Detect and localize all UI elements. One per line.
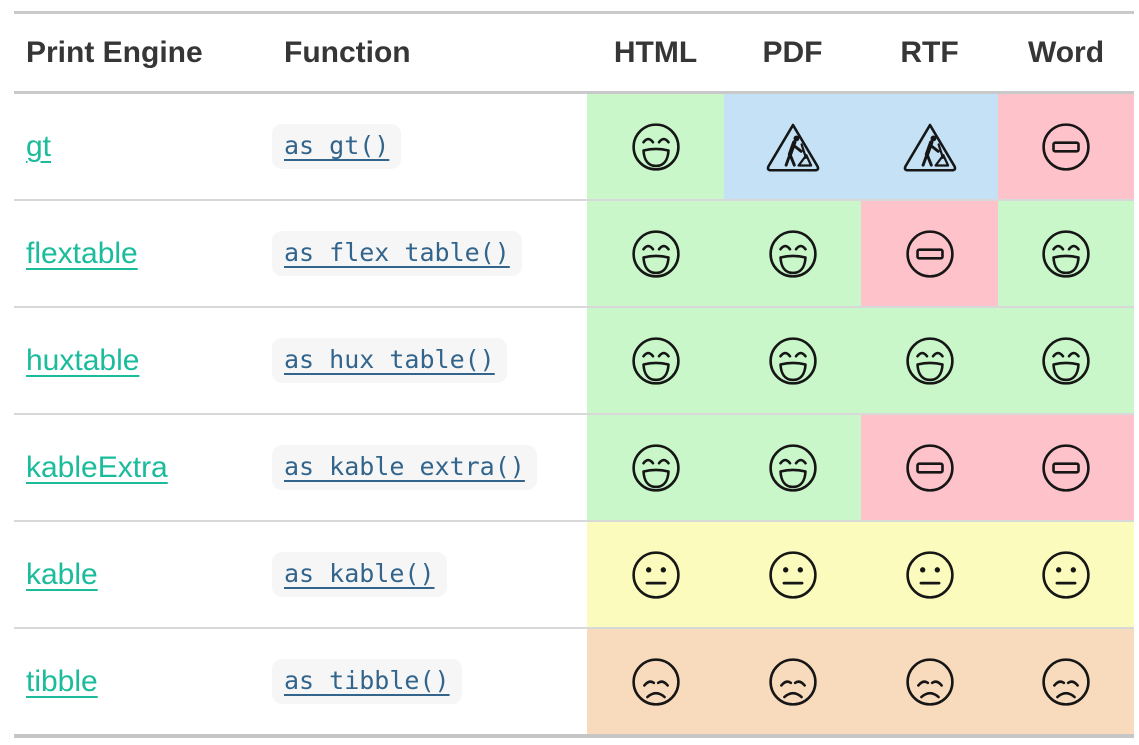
engine-link[interactable]: kable xyxy=(26,557,98,591)
neutral-face-icon xyxy=(625,544,687,606)
format-cell-word xyxy=(998,94,1134,199)
function-cell: as_flex_table() xyxy=(272,201,587,306)
format-cell-rtf xyxy=(861,201,998,306)
engine-cell: gt xyxy=(14,94,272,199)
engine-link[interactable]: huxtable xyxy=(26,343,140,377)
format-cell-pdf xyxy=(724,308,861,413)
format-cell-word xyxy=(998,629,1134,734)
format-cell-pdf xyxy=(724,522,861,627)
function-link[interactable]: as_gt() xyxy=(272,124,402,169)
table-row-kableextra: kableExtra as_kable_extra() xyxy=(14,415,1134,522)
laughing-face-icon xyxy=(762,330,824,392)
laughing-face-icon xyxy=(762,223,824,285)
no-entry-sign-icon xyxy=(1035,116,1097,178)
laughing-face-icon xyxy=(625,330,687,392)
laughing-face-icon xyxy=(625,116,687,178)
table-row-huxtable: huxtable as_hux_table() xyxy=(14,308,1134,415)
format-cell-pdf xyxy=(724,415,861,520)
worried-face-icon xyxy=(762,651,824,713)
col-header-word: Word xyxy=(1027,35,1105,69)
engine-link[interactable]: gt xyxy=(26,129,52,163)
format-cell-pdf xyxy=(724,201,861,306)
function-cell: as_kable_extra() xyxy=(272,415,587,520)
construction-sign-icon xyxy=(762,116,824,178)
engine-cell: kableExtra xyxy=(14,415,272,520)
engine-cell: huxtable xyxy=(14,308,272,413)
format-cell-rtf xyxy=(861,94,998,199)
laughing-face-icon xyxy=(625,223,687,285)
worried-face-icon xyxy=(1035,651,1097,713)
format-cell-word xyxy=(998,201,1134,306)
table-header-row: Print Engine Function HTML PDF RTF Word xyxy=(14,14,1134,94)
function-cell: as_hux_table() xyxy=(272,308,587,413)
format-cell-word xyxy=(998,415,1134,520)
function-cell: as_gt() xyxy=(272,94,587,199)
engine-cell: tibble xyxy=(14,629,272,734)
format-cell-rtf xyxy=(861,629,998,734)
worried-face-icon xyxy=(899,651,961,713)
engine-cell: flextable xyxy=(14,201,272,306)
function-link[interactable]: as_kable() xyxy=(272,552,447,597)
no-entry-sign-icon xyxy=(1035,437,1097,499)
col-header-html: HTML xyxy=(613,35,698,69)
format-cell-rtf xyxy=(861,308,998,413)
format-cell-html xyxy=(587,308,724,413)
print-engine-support-table: Print Engine Function HTML PDF RTF Word … xyxy=(14,11,1134,738)
no-entry-sign-icon xyxy=(899,437,961,499)
format-cell-word xyxy=(998,308,1134,413)
laughing-face-icon xyxy=(625,437,687,499)
format-cell-word xyxy=(998,522,1134,627)
no-entry-sign-icon xyxy=(899,223,961,285)
function-link[interactable]: as_flex_table() xyxy=(272,231,522,276)
format-cell-rtf xyxy=(861,522,998,627)
table-row-tibble: tibble as_tibble() xyxy=(14,629,1134,734)
col-header-function: Function xyxy=(284,35,411,69)
col-header-pdf: PDF xyxy=(762,35,823,69)
function-cell: as_tibble() xyxy=(272,629,587,734)
format-cell-html xyxy=(587,201,724,306)
engine-link[interactable]: kableExtra xyxy=(26,450,168,484)
engine-cell: kable xyxy=(14,522,272,627)
format-cell-pdf xyxy=(724,94,861,199)
format-cell-html xyxy=(587,629,724,734)
worried-face-icon xyxy=(625,651,687,713)
format-cell-pdf xyxy=(724,629,861,734)
function-cell: as_kable() xyxy=(272,522,587,627)
col-header-print-engine: Print Engine xyxy=(26,35,203,69)
neutral-face-icon xyxy=(1035,544,1097,606)
function-link[interactable]: as_kable_extra() xyxy=(272,445,537,490)
neutral-face-icon xyxy=(899,544,961,606)
table-row-flextable: flextable as_flex_table() xyxy=(14,201,1134,308)
laughing-face-icon xyxy=(762,437,824,499)
function-link[interactable]: as_hux_table() xyxy=(272,338,507,383)
laughing-face-icon xyxy=(899,330,961,392)
col-header-rtf: RTF xyxy=(900,35,959,69)
format-cell-html xyxy=(587,522,724,627)
neutral-face-icon xyxy=(762,544,824,606)
engine-link[interactable]: flextable xyxy=(26,236,138,270)
laughing-face-icon xyxy=(1035,330,1097,392)
laughing-face-icon xyxy=(1035,223,1097,285)
engine-link[interactable]: tibble xyxy=(26,664,98,698)
format-cell-html xyxy=(587,94,724,199)
table-row-gt: gt as_gt() xyxy=(14,94,1134,201)
construction-sign-icon xyxy=(899,116,961,178)
function-link[interactable]: as_tibble() xyxy=(272,659,462,704)
format-cell-rtf xyxy=(861,415,998,520)
format-cell-html xyxy=(587,415,724,520)
table-row-kable: kable as_kable() xyxy=(14,522,1134,629)
